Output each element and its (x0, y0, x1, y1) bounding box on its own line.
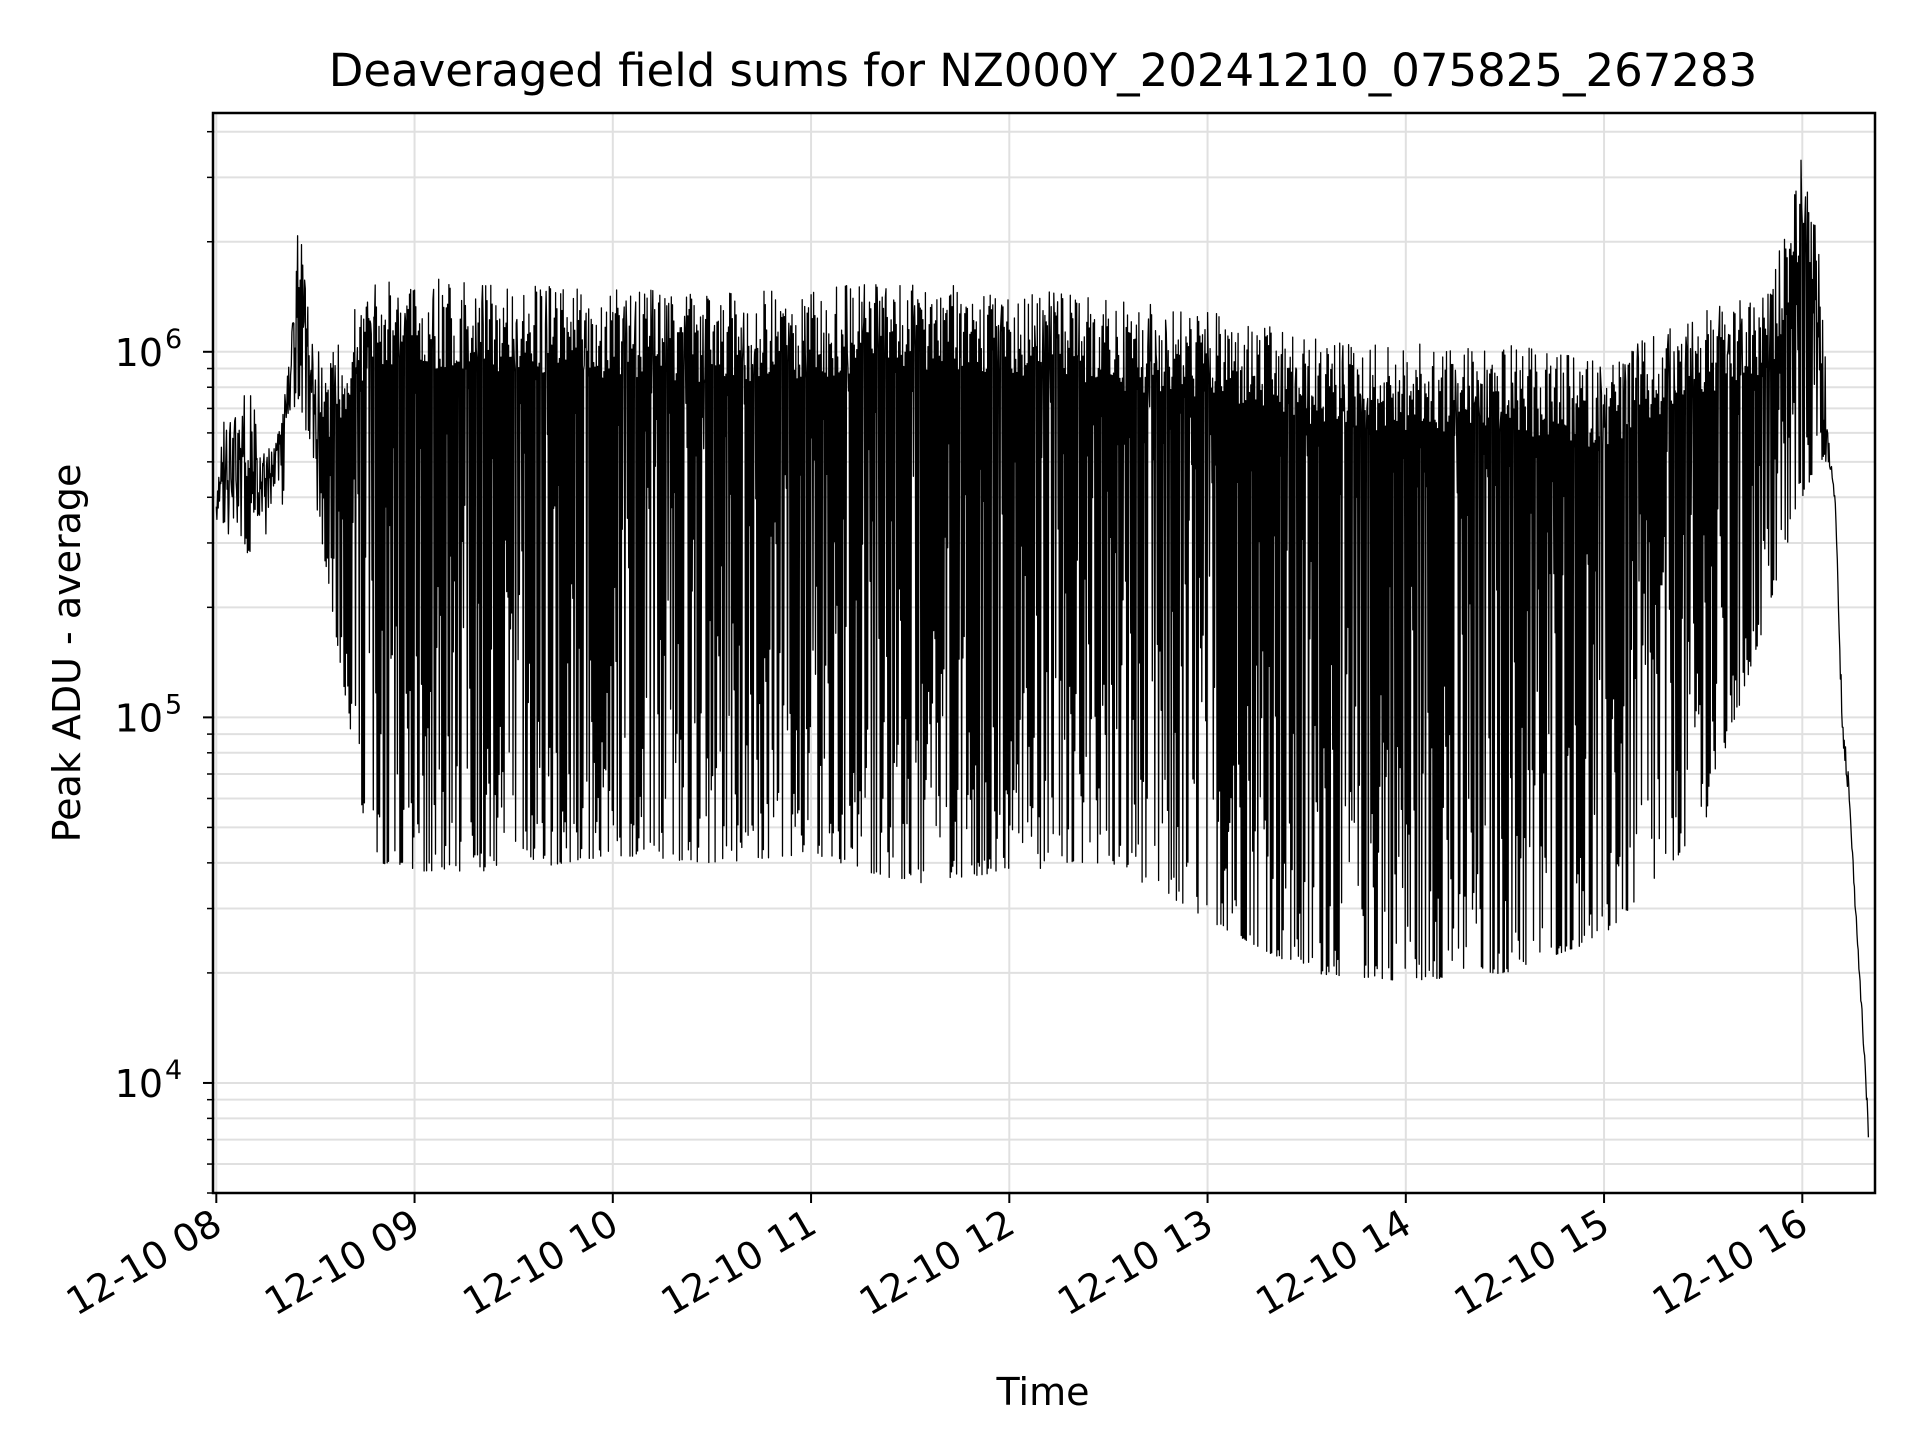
x-tick-label: 12-10 11 (654, 1201, 824, 1325)
x-axis-label: Time (996, 1370, 1090, 1414)
y-tick-label-exponent: 4 (165, 1055, 182, 1086)
x-tick-label: 12-10 12 (852, 1201, 1022, 1325)
x-tick-label: 12-10 08 (59, 1201, 229, 1325)
y-axis-label: Peak ADU - average (45, 464, 89, 843)
series-line (215, 159, 1870, 1138)
y-tick-label-base: 10 (115, 696, 163, 740)
plot-frame (211, 111, 1877, 1195)
series-layer (215, 159, 1870, 1138)
y-tick-label: 10 5 (115, 689, 183, 740)
y-tick-label-exponent: 6 (165, 324, 182, 355)
x-tick-label: 12-10 14 (1248, 1201, 1418, 1325)
chart-title: Deaveraged field sums for NZ000Y_2024121… (329, 44, 1758, 97)
x-tick-label: 12-10 13 (1050, 1201, 1220, 1325)
x-tick-label: 12-10 15 (1447, 1201, 1617, 1325)
x-tick-label: 12-10 10 (455, 1201, 625, 1325)
x-tick-label: 12-10 16 (1645, 1201, 1815, 1325)
y-tick-label: 10 6 (115, 324, 183, 375)
y-tick-label-base: 10 (115, 1062, 163, 1106)
y-tick-label-exponent: 5 (165, 689, 182, 720)
y-tick-label-base: 10 (115, 331, 163, 375)
y-tick-label: 10 4 (115, 1055, 183, 1106)
x-tick-label: 12-10 09 (257, 1201, 427, 1325)
